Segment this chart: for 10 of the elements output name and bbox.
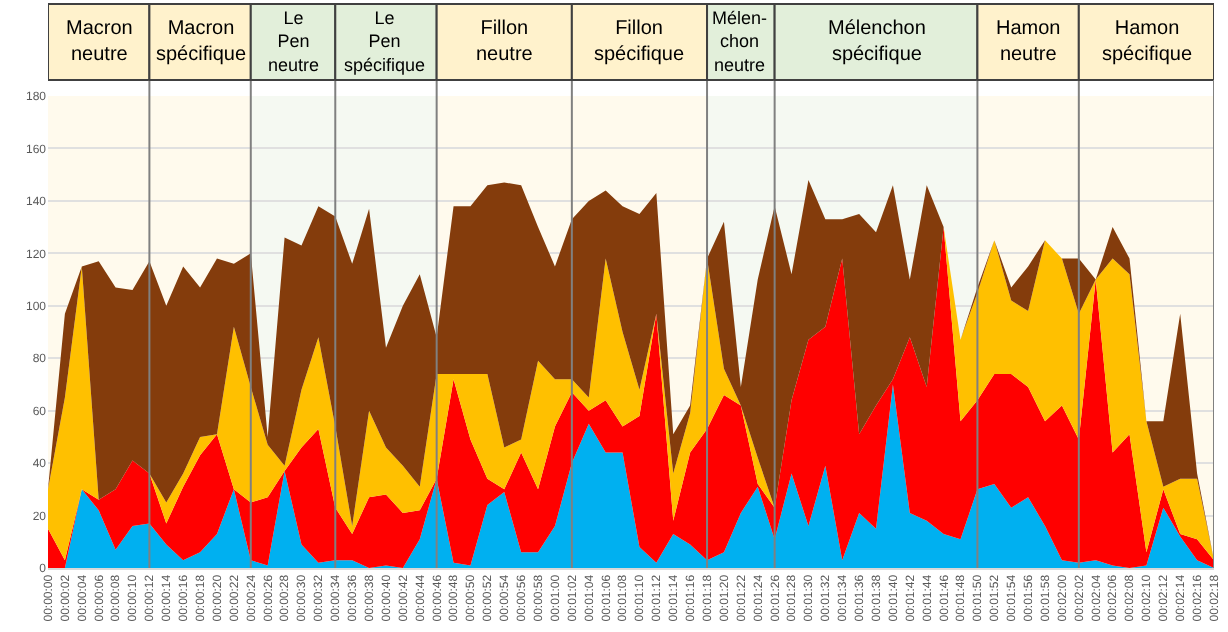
band-label: Le Pen spécifique	[344, 8, 426, 75]
band-label: Fillon spécifique	[594, 18, 685, 66]
band-label: Macron neutre	[66, 18, 133, 66]
band-label: Hamon spécifique	[1102, 18, 1193, 66]
band-label: Fillon neutre	[476, 18, 534, 66]
band-label: Le Pen neutre	[268, 8, 320, 75]
band-label: Macron spécifique	[156, 18, 247, 66]
band-label: Hamon neutre	[996, 18, 1061, 66]
band-label: Mélen-chon neutre	[712, 8, 768, 75]
band-label: Mélenchon spécifique	[828, 18, 926, 66]
